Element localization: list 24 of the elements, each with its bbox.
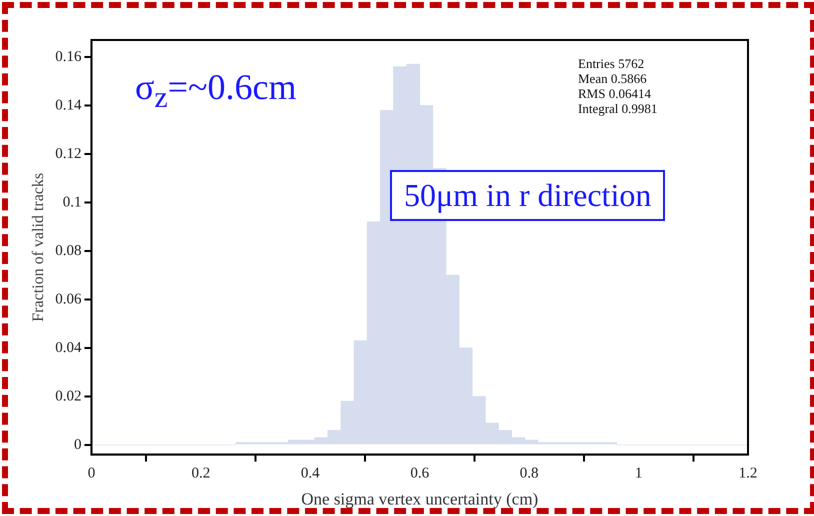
x-tick-label: 0.6 xyxy=(410,466,430,482)
annotation: Entries 5762 xyxy=(578,56,646,71)
y-tick-label: 0.16 xyxy=(55,48,82,65)
annotation: Mean 0.5866 xyxy=(578,71,648,86)
x-axis-title: One sigma vertex uncertainty (cm) xyxy=(301,489,538,508)
x-tick-label: 0.2 xyxy=(192,466,210,482)
y-tick-label: 0.02 xyxy=(55,388,82,404)
y-tick-label: 0.04 xyxy=(55,340,82,356)
x-tick-label: 0 xyxy=(88,466,96,482)
x-tick-label: 1.2 xyxy=(738,466,758,482)
y-tick-label: 0.06 xyxy=(55,291,82,308)
annotation: 50μm in r direction xyxy=(390,170,666,221)
annotation: Integral 0.9981 xyxy=(578,101,658,116)
y-axis-title: Fraction of valid tracks xyxy=(30,172,47,322)
y-tick-label: 0.12 xyxy=(55,146,82,162)
x-tick-label: 0.8 xyxy=(520,466,539,482)
annotation: RMS 0.06414 xyxy=(578,86,652,101)
x-tick-label: 1 xyxy=(634,466,642,482)
y-tick-label: 0.1 xyxy=(62,194,82,210)
x-tick-label: 0.4 xyxy=(300,466,320,482)
annotation: σ$_{z}$=~0.6cm xyxy=(135,66,296,116)
y-tick-label: 0.08 xyxy=(55,242,82,259)
y-tick-label: 0 xyxy=(74,436,82,453)
y-tick-label: 0.14 xyxy=(55,97,82,114)
